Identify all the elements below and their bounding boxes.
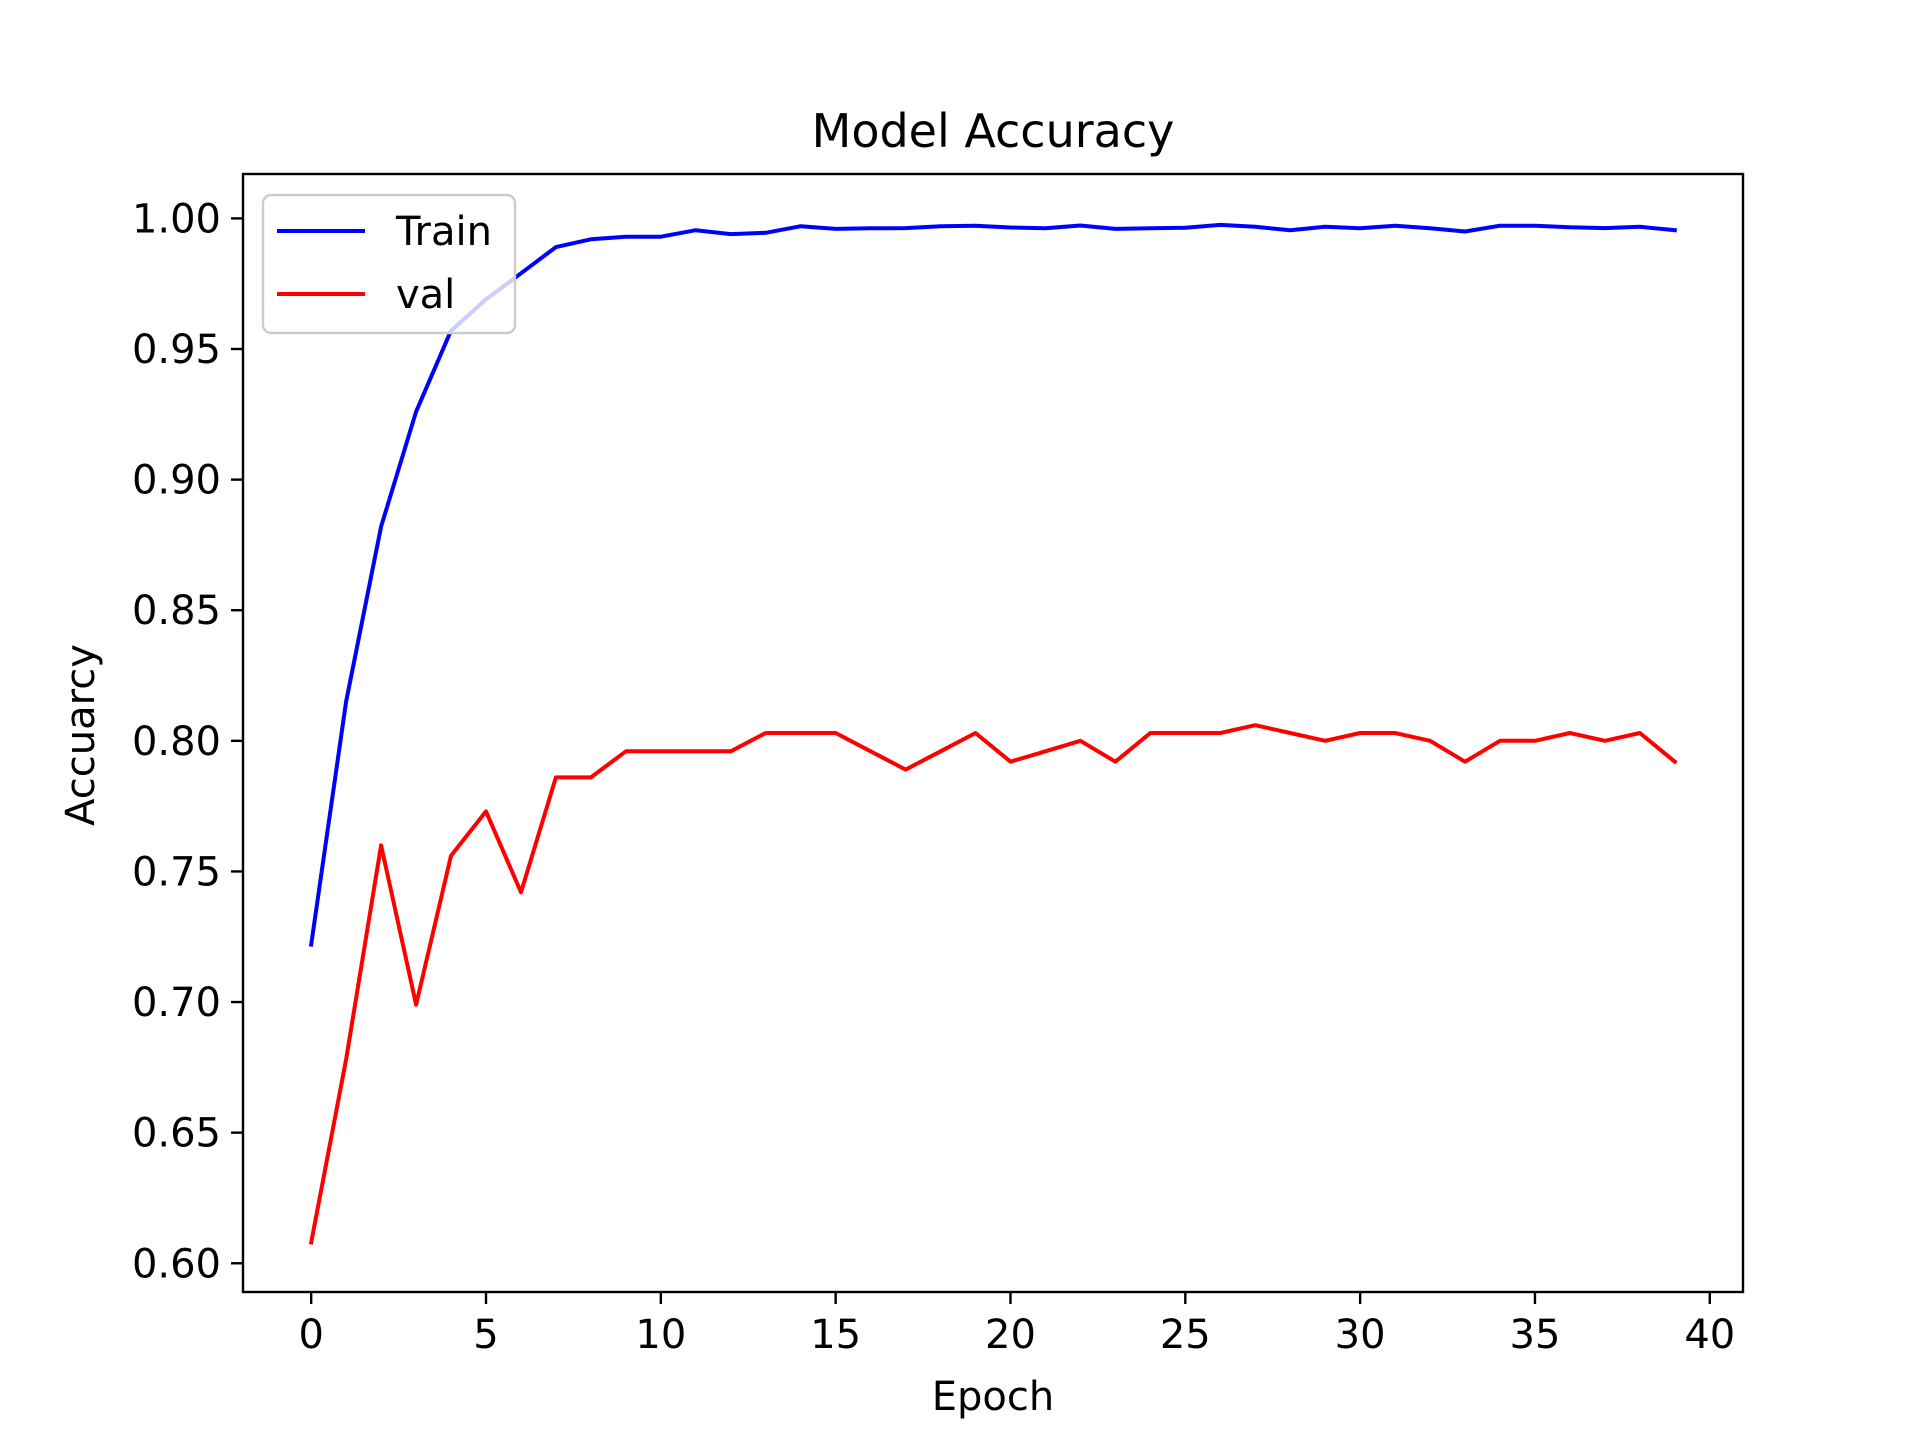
x-tick-label: 40	[1684, 1312, 1735, 1358]
x-axis-label: Epoch	[932, 1374, 1054, 1420]
y-tick-label: 0.90	[132, 458, 221, 504]
series-line-val	[308, 723, 1678, 1245]
y-tick-label: 0.95	[132, 327, 221, 373]
legend-label-train: Train	[395, 209, 492, 255]
y-tick-label: 1.00	[132, 196, 221, 242]
axes-frame	[241, 172, 1745, 1294]
legend-label-val: val	[396, 272, 455, 318]
plot-area: 0 5 10 15 20 25 30 35 40 0.60 0.65 0.70 0.75 0.80 0.85…	[132, 172, 1745, 1358]
x-tick-label: 35	[1510, 1312, 1561, 1358]
x-tick-label: 15	[810, 1312, 861, 1358]
x-tick-label: 25	[1160, 1312, 1211, 1358]
y-tick-label: 0.65	[132, 1111, 221, 1157]
series-line-train	[308, 222, 1677, 947]
y-tick-label: 0.85	[132, 588, 221, 634]
x-tick-label: 10	[635, 1312, 686, 1358]
y-axis-label: Accuarcy	[58, 644, 104, 826]
y-tick-label: 0.60	[132, 1241, 221, 1287]
x-tick-label: 5	[473, 1312, 498, 1358]
x-tick-label: 20	[985, 1312, 1036, 1358]
x-tick-label: 30	[1335, 1312, 1386, 1358]
y-tick-label: 0.70	[132, 980, 221, 1026]
y-tick-label: 0.75	[132, 849, 221, 895]
y-tick-label: 0.80	[132, 719, 221, 765]
chart-title: Model Accuracy	[812, 104, 1175, 158]
x-tick-label: 0	[298, 1312, 323, 1358]
